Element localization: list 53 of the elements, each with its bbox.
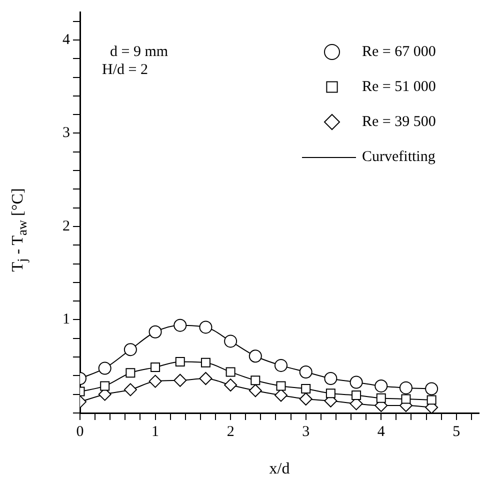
point [199,372,212,385]
point [274,358,288,372]
point [350,376,363,389]
x-tick-label: 1 [152,424,160,440]
x-tick-label: 5 [452,424,460,440]
point [248,384,262,398]
point [299,365,312,378]
point [148,374,162,388]
point [301,384,311,394]
point [226,367,236,377]
point [224,334,238,348]
x-tick-label: 2 [226,424,234,440]
point [124,383,137,396]
point [150,362,160,372]
point [401,394,411,404]
point [399,381,412,394]
point [224,378,238,392]
y-tick-label: 2 [62,218,70,234]
point [200,358,210,368]
y-tick-label: 3 [62,125,70,142]
point [174,374,187,387]
point [299,392,312,406]
point [250,376,260,386]
point [126,368,136,378]
point [174,318,187,332]
point [276,381,286,391]
x-tick-label: 4 [377,424,386,440]
x-tick-label: 0 [76,424,84,440]
legend-label: Re = 51 000 [362,78,436,95]
point [199,320,212,334]
x-tick-label: 3 [302,424,310,440]
legend-label: Re = 67 000 [362,44,436,60]
point [100,381,110,391]
x-axis-title: x/d [269,460,290,478]
legend-label: Re = 39 500 [362,114,436,130]
point [376,393,386,403]
annotation: d = 9 mm [110,44,168,60]
annotation: Curvefitting [362,148,436,165]
point [324,372,338,385]
point [98,362,112,375]
point [352,390,362,400]
point [148,325,162,338]
y-tick-label: 4 [62,32,70,48]
point [326,388,336,398]
point [425,382,438,396]
point [426,395,436,405]
point [175,356,185,366]
point [274,388,288,402]
point [124,343,137,356]
annotation: H/d = 2 [102,62,148,78]
point [374,379,388,392]
y-tick-label: 1 [62,312,70,328]
point [248,350,262,363]
